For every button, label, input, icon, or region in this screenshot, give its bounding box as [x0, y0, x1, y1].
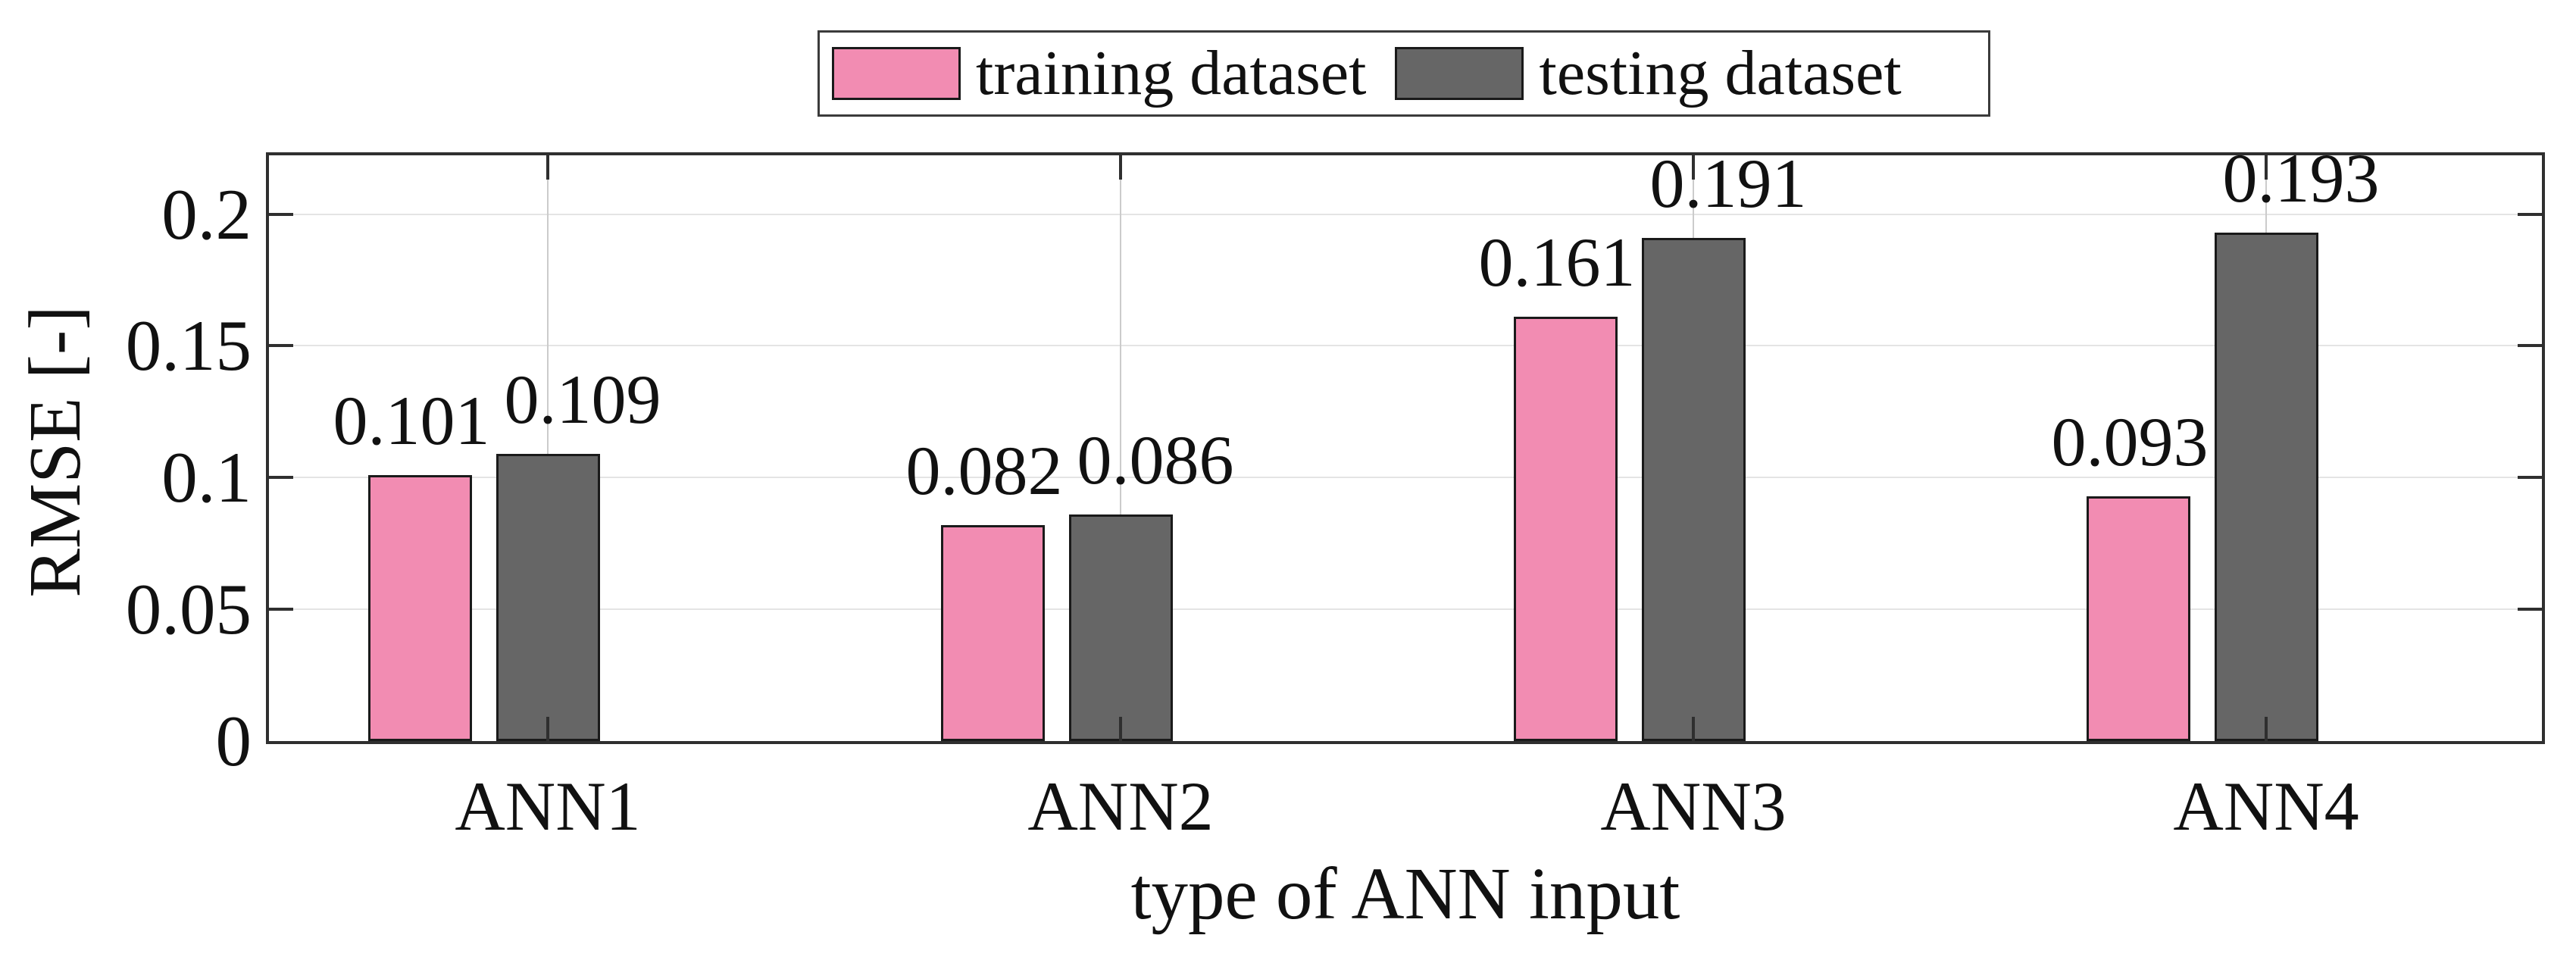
x-axis-tick-top [546, 155, 549, 180]
bar-training-ann2 [941, 525, 1045, 741]
y-axis-tick-right [2518, 476, 2542, 480]
bar-value-label: 0.109 [504, 361, 661, 438]
x-axis-tick [546, 717, 549, 741]
bar-testing-ann1 [496, 454, 600, 741]
legend: training dataset testing dataset [818, 30, 1990, 117]
x-axis-tick-top [1692, 155, 1695, 180]
bar-testing-ann4 [2215, 233, 2318, 741]
gridline-horizontal [269, 213, 2542, 215]
y-tick-label: 0.1 [161, 437, 252, 518]
x-axis-tick [1692, 717, 1695, 741]
bar-value-label: 0.086 [1077, 421, 1234, 499]
y-axis-tick [269, 344, 293, 348]
y-tick-label: 0.15 [125, 305, 252, 386]
bar-value-label: 0.093 [2051, 403, 2209, 480]
y-axis-tick [269, 212, 293, 216]
gridline-vertical [547, 155, 549, 741]
bar-value-label: 0.193 [2222, 139, 2380, 217]
x-tick-label: ANN2 [1027, 768, 1214, 845]
x-axis-tick-top [2265, 155, 2268, 180]
x-axis-tick-top [1119, 155, 1122, 180]
bar-testing-ann2 [1069, 514, 1173, 741]
y-tick-label: 0.05 [125, 569, 252, 650]
x-axis-label: type of ANN input [1130, 853, 1680, 934]
x-axis-tick [1119, 717, 1122, 741]
bar-training-ann3 [1514, 317, 1618, 741]
y-axis-tick-right [2518, 608, 2542, 611]
bar-training-ann4 [2087, 496, 2190, 741]
bar-testing-ann3 [1642, 238, 1746, 741]
y-axis-tick [269, 476, 293, 480]
y-axis-tick-right [2518, 212, 2542, 216]
legend-label: testing dataset [1539, 38, 1902, 108]
x-tick-label: ANN3 [1600, 768, 1787, 845]
y-tick-label: 0.2 [161, 174, 252, 255]
gridline-horizontal [269, 345, 2542, 347]
bar-training-ann1 [368, 475, 472, 741]
y-axis-tick-right [2518, 344, 2542, 348]
plot-area: 0.101 0.109 0.082 0.086 0.161 0.191 0.093 0.193 [266, 139, 2545, 744]
x-axis-tick [2265, 717, 2268, 741]
gridline-horizontal [269, 477, 2542, 479]
x-tick-label: ANN4 [2173, 768, 2359, 845]
legend-swatch-training [832, 47, 961, 100]
gridline-horizontal [269, 608, 2542, 611]
bar-value-label: 0.082 [905, 432, 1063, 509]
y-tick-label: 0 [215, 701, 252, 781]
bar-value-label: 0.101 [333, 382, 490, 459]
bar-value-label: 0.161 [1478, 224, 1636, 301]
legend-swatch-testing [1395, 47, 1524, 100]
gridline-vertical [1120, 155, 1121, 741]
y-axis-tick [269, 608, 293, 611]
x-tick-label: ANN1 [455, 768, 641, 845]
legend-label: training dataset [976, 38, 1367, 108]
bar-value-label: 0.191 [1649, 145, 1807, 222]
